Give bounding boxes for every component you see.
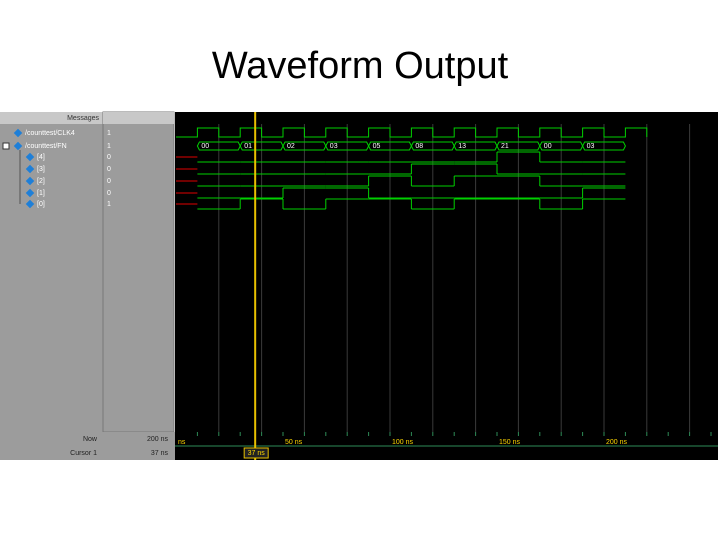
slide-title: Waveform Output [212, 45, 509, 87]
bus-value: 00 [201, 143, 209, 150]
bus-value: 21 [501, 143, 509, 150]
time-label: 100 ns [392, 439, 414, 446]
signal-name[interactable]: /counttest/FN [25, 143, 67, 150]
signal-value: 1 [107, 201, 111, 208]
time-label: 150 ns [499, 439, 521, 446]
signal-name[interactable]: [0] [37, 201, 45, 208]
bus-value: 01 [244, 143, 252, 150]
time-label: ns [178, 439, 186, 446]
cursor-label: Cursor 1 [70, 450, 97, 457]
panel-header [0, 112, 103, 124]
wave-panel [175, 112, 718, 432]
panel-header-text: Messages [67, 115, 99, 122]
name-panel [0, 112, 103, 432]
bus-value: 03 [330, 143, 338, 150]
bus-value: 02 [287, 143, 295, 150]
value-header [103, 112, 174, 124]
now-label: Now [83, 436, 98, 443]
bus-value: 05 [373, 143, 381, 150]
signal-name[interactable]: [4] [37, 154, 45, 161]
signal-value: 0 [107, 154, 111, 161]
bus-value: 03 [587, 143, 595, 150]
signal-value: 0 [107, 166, 111, 173]
value-panel [102, 111, 175, 433]
signal-value: 1 [107, 143, 111, 150]
signal-name[interactable]: /counttest/CLK4 [25, 130, 75, 137]
cursor-bar [175, 446, 718, 460]
cursor-value: 37 ns [151, 450, 169, 457]
cursor-marker: 37 ns [248, 450, 266, 457]
signal-name[interactable]: [3] [37, 166, 45, 173]
signal-value: 0 [107, 178, 111, 185]
bus-value: 08 [415, 143, 423, 150]
signal-name[interactable]: [2] [37, 178, 45, 185]
bus-value: 13 [458, 143, 466, 150]
cursor-box [243, 447, 269, 459]
clock-wave [176, 127, 648, 138]
now-value: 200 ns [147, 436, 169, 443]
signal-name[interactable]: [1] [37, 190, 45, 197]
signal-value: 0 [107, 190, 111, 197]
time-axis [175, 432, 718, 446]
expand-box[interactable] [2, 142, 10, 150]
bus-segment [582, 141, 626, 151]
time-label: 50 ns [285, 439, 303, 446]
time-label: 200 ns [606, 439, 628, 446]
signal-value: 1 [107, 130, 111, 137]
bus-value: 00 [544, 143, 552, 150]
